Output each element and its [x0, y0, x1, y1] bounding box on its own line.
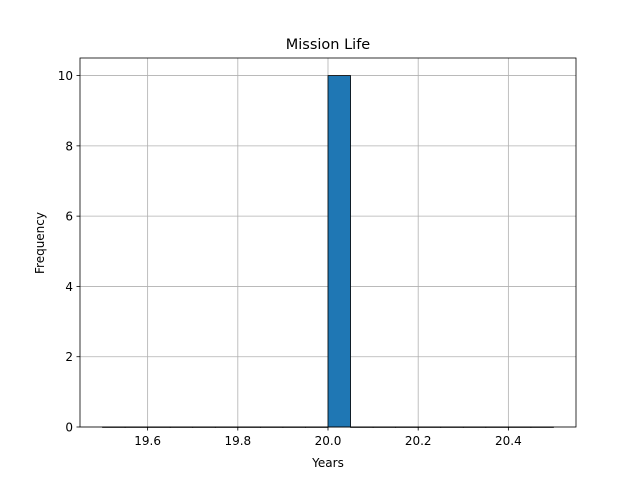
x-tick-label: 19.8	[224, 434, 251, 448]
x-tick-label: 19.6	[134, 434, 161, 448]
y-tick-label: 2	[65, 350, 73, 364]
y-tick-label: 10	[58, 69, 73, 83]
axis-ticks: 19.6 19.8 20.0 20.2 20.4 0 2 4 6 8 10	[58, 69, 522, 448]
histogram-bar	[327, 75, 351, 428]
y-tick-label: 6	[65, 210, 73, 224]
y-tick-label: 8	[65, 139, 73, 153]
chart-title: Mission Life	[286, 37, 371, 53]
x-tick-label: 20.4	[495, 434, 522, 448]
y-tick-label: 4	[65, 280, 73, 294]
y-axis-label: Frequency	[33, 212, 47, 274]
x-tick-label: 20.2	[405, 434, 432, 448]
y-tick-label: 0	[65, 421, 73, 435]
x-axis-label: Years	[311, 456, 344, 470]
x-tick-label: 20.0	[315, 434, 342, 448]
